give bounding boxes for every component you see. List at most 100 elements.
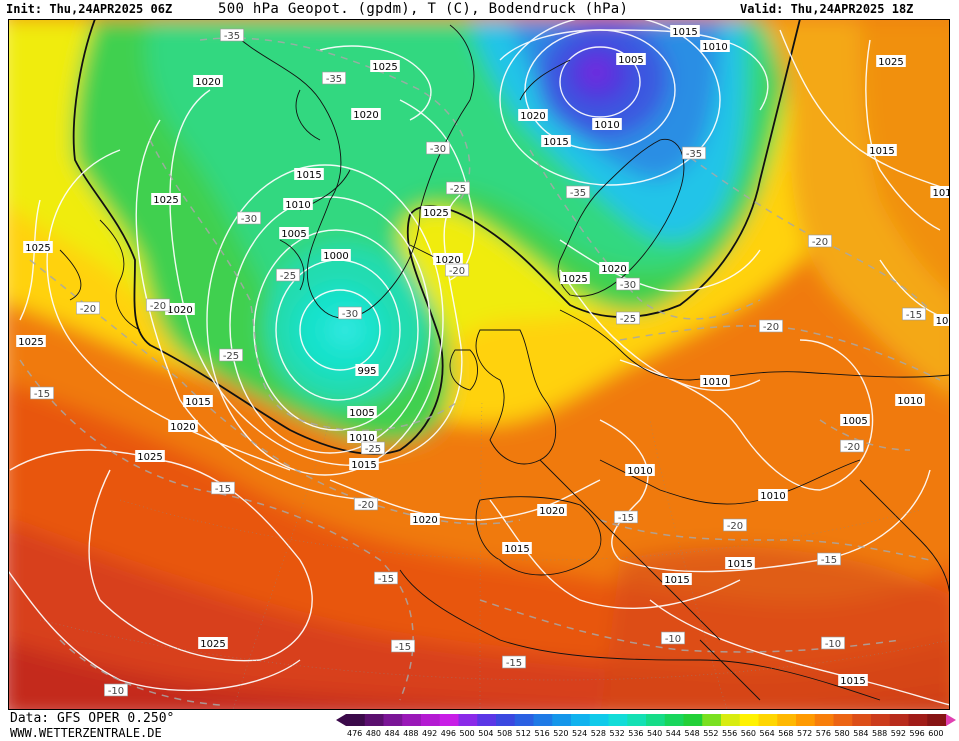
temperature-labels: -35 -35 -30 -25 -30 -25 -30 -25 -20 -35 -35 -30 -25 -… [30,28,926,697]
weather-map: 1020 1025 1020 1015 1010 1005 1000 995 1005 1010 1… [8,19,950,710]
colorbar-tick-8: 508 [497,729,513,738]
svg-text:-25: -25 [620,314,636,325]
colorbar-swatch-23 [777,714,797,726]
pressure-label-5: 1005 [279,227,309,240]
pressure-label-9: 1010 [347,431,377,444]
svg-text:-10: -10 [665,634,681,645]
pressure-label-29: 1025 [560,272,590,285]
colorbar-tick-7: 504 [478,729,494,738]
svg-text:1025: 1025 [423,208,448,219]
colorbar-swatch-1 [364,714,384,726]
pressure-label-30: 1020 [599,262,629,275]
pressure-label-23: 1005 [616,53,646,66]
svg-text:1025: 1025 [25,243,50,254]
temperature-label-28: -15 [30,386,54,400]
svg-text:-25: -25 [223,351,239,362]
colorbar-swatch-29 [889,714,909,726]
colorbar-tick-4: 492 [422,729,438,738]
chart-title: 500 hPa Geopot. (gpdm), T (C), Bodendruc… [218,1,629,17]
temperature-label-16: -20 [840,439,864,453]
pressure-label-1: 1025 [370,60,400,73]
svg-text:-15: -15 [821,555,837,566]
svg-text:1020: 1020 [520,111,545,122]
svg-text:1025: 1025 [18,337,43,348]
temperature-label-12: -25 [616,311,640,325]
colorbar-tick-30: 596 [909,729,925,738]
svg-text:-20: -20 [727,521,743,532]
temperature-label-26: -15 [211,481,235,495]
colorbar-tick-22: 564 [759,729,775,738]
svg-text:1010: 1010 [760,491,785,502]
pressure-label-18: 1025 [421,206,451,219]
colorbar-swatch-21 [739,714,759,726]
svg-text:-35: -35 [686,149,702,160]
colorbar-swatch-17 [664,714,684,726]
pressure-label-15: 1025 [151,193,181,206]
temperature-label-5: -25 [276,268,300,282]
svg-text:1005: 1005 [281,229,306,240]
temperature-label-15: -15 [902,307,926,321]
svg-text:-25: -25 [365,444,381,455]
pressure-label-21: 1015 [541,135,571,148]
colorbar-arrow-left [336,714,346,726]
colorbar-swatch-7 [477,714,497,726]
svg-text:1020: 1020 [601,264,626,275]
svg-text:995: 995 [357,366,376,377]
pressure-labels: 1020 1025 1020 1015 1010 1005 1000 995 1005 1010 1… [16,25,950,687]
colorbar-tick-28: 588 [872,729,888,738]
svg-text:1015: 1015 [504,544,529,555]
svg-text:-25: -25 [280,271,296,282]
colorbar-arrow-right [946,714,956,726]
pressure-label-33: 1010 [895,394,925,407]
pressure-label-37: 1020 [537,504,567,517]
pressure-label-6: 1000 [321,249,351,262]
colorbar-swatch-14 [608,714,628,726]
colorbar-swatch-16 [646,714,666,726]
pressure-label-42: 1015 [838,674,868,687]
temperature-label-11: -30 [616,277,640,291]
colorbar-swatch-30 [908,714,928,726]
contour-552 [72,19,801,455]
pressure-label-12: 1020 [168,420,198,433]
temperature-label-0: -35 [220,28,244,42]
svg-text:-30: -30 [620,280,636,291]
svg-text:-35: -35 [326,74,342,85]
temperature-label-2: -30 [426,141,450,155]
isotherms [19,37,941,706]
pressure-label-3: 1015 [294,168,324,181]
colorbar-swatch-22 [758,714,778,726]
colorbar-swatch-4 [421,714,441,726]
svg-text:-15: -15 [506,658,522,669]
temperature-label-29: -20 [76,301,100,315]
chart-header: Init: Thu,24APR2025 06Z 500 hPa Geopot. … [0,0,959,19]
svg-text:-15: -15 [618,513,634,524]
init-time: Init: Thu,24APR2025 06Z [6,2,173,16]
pressure-label-10: 1015 [349,458,379,471]
svg-text:1020: 1020 [412,515,437,526]
colorbar-swatch-10 [533,714,553,726]
svg-text:-20: -20 [763,322,779,333]
svg-text:1010: 1010 [897,396,922,407]
pressure-label-22: 1010 [592,118,622,131]
svg-text:-15: -15 [215,484,231,495]
temperature-label-21: -10 [821,636,845,650]
colorbar-tick-24: 572 [797,729,813,738]
pressure-label-39: 1015 [662,573,692,586]
pressure-label-2: 1020 [351,108,381,121]
colorbar-swatch-5 [439,714,459,726]
svg-text:-20: -20 [80,304,96,315]
pressure-label-0: 1020 [193,75,223,88]
colorbar-swatch-0 [346,714,366,726]
svg-text:101: 101 [932,188,950,199]
pressure-label-31: 1010 [700,375,730,388]
colorbar-swatch-25 [814,714,834,726]
graticule [39,399,950,710]
colorbar-tick-18: 548 [684,729,700,738]
svg-text:1025: 1025 [153,195,178,206]
temperature-label-13: -20 [808,234,832,248]
colorbar-tick-10: 516 [534,729,550,738]
svg-text:1020: 1020 [167,305,192,316]
svg-text:-30: -30 [241,214,257,225]
svg-text:1005: 1005 [842,416,867,427]
colorbar-tick-12: 524 [572,729,588,738]
